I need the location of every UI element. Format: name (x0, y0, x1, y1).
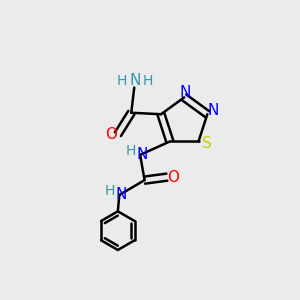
Text: O: O (167, 169, 179, 184)
Text: H: H (126, 144, 136, 158)
Text: S: S (202, 136, 212, 152)
Text: H: H (117, 74, 127, 88)
Text: N: N (116, 187, 127, 202)
Text: H: H (143, 74, 153, 88)
Text: N: N (129, 74, 140, 88)
Text: H: H (105, 184, 115, 198)
Text: N: N (137, 147, 148, 162)
Text: O: O (105, 127, 117, 142)
Text: N: N (207, 103, 218, 118)
Text: N: N (179, 85, 190, 100)
